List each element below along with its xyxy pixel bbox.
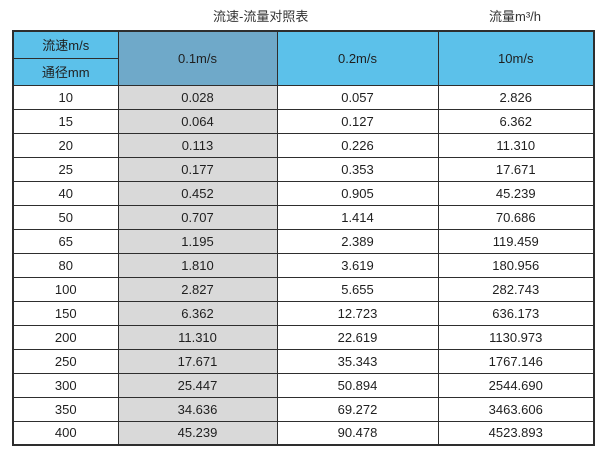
- flow-cell-0.2ms: 35.343: [276, 348, 439, 374]
- table-title: 流速-流量对照表: [213, 9, 309, 24]
- table-row: 25 0.177 0.353 17.671: [12, 156, 595, 182]
- flow-cell-0.2ms: 0.226: [276, 132, 439, 158]
- header-row-bottom: 通径mm: [12, 57, 594, 86]
- diameter-cell: 10: [12, 84, 119, 110]
- header-row-top: 流速m/s 0.1m/s 0.2m/s 10m/s: [12, 30, 595, 86]
- flow-cell-10ms: 45.239: [437, 180, 595, 206]
- table-row: 65 1.195 2.389 119.459: [12, 228, 595, 254]
- corner-diameter-label: 通径mm: [12, 57, 119, 86]
- flow-table-header: 流速m/s 0.1m/s 0.2m/s 10m/s 通径mm: [12, 30, 595, 86]
- flow-cell-10ms: 3463.606: [437, 396, 595, 422]
- flow-cell-0.1ms: 34.636: [117, 396, 278, 422]
- flow-cell-10ms: 1130.973: [437, 324, 595, 350]
- flow-cell-0.1ms: 0.028: [117, 84, 278, 110]
- diameter-cell: 65: [12, 228, 119, 254]
- diameter-cell: 250: [12, 348, 119, 374]
- flow-cell-0.2ms: 0.353: [276, 156, 439, 182]
- table-row: 80 1.810 3.619 180.956: [12, 252, 595, 278]
- flow-cell-0.1ms: 11.310: [117, 324, 278, 350]
- diameter-cell: 300: [12, 372, 119, 398]
- diameter-cell: 80: [12, 252, 119, 278]
- diameter-cell: 350: [12, 396, 119, 422]
- flow-rate-table: 流速m/s 0.1m/s 0.2m/s 10m/s 通径mm 10 0.028 …: [12, 30, 595, 446]
- table-row: 50 0.707 1.414 70.686: [12, 204, 595, 230]
- flow-cell-0.2ms: 0.905: [276, 180, 439, 206]
- flow-cell-0.2ms: 50.894: [276, 372, 439, 398]
- diameter-cell: 25: [12, 156, 119, 182]
- flow-cell-10ms: 6.362: [437, 108, 595, 134]
- column-header-0.1ms: 0.1m/s: [117, 30, 278, 86]
- flow-cell-0.2ms: 2.389: [276, 228, 439, 254]
- flow-cell-10ms: 282.743: [437, 276, 595, 302]
- flow-cell-0.1ms: 1.810: [117, 252, 278, 278]
- diameter-cell: 15: [12, 108, 119, 134]
- flow-cell-0.2ms: 0.127: [276, 108, 439, 134]
- flow-cell-0.2ms: 22.619: [276, 324, 439, 350]
- column-header-10ms: 10m/s: [437, 30, 595, 86]
- flow-cell-0.1ms: 0.177: [117, 156, 278, 182]
- flow-table-body: 10 0.028 0.057 2.826 15 0.064 0.127 6.36…: [12, 84, 595, 446]
- table-row: 350 34.636 69.272 3463.606: [12, 396, 595, 422]
- flow-cell-0.2ms: 0.057: [276, 84, 439, 110]
- flow-cell-0.1ms: 6.362: [117, 300, 278, 326]
- flow-cell-10ms: 2544.690: [437, 372, 595, 398]
- table-row: 20 0.113 0.226 11.310: [12, 132, 595, 158]
- table-row: 200 11.310 22.619 1130.973: [12, 324, 595, 350]
- table-row: 300 25.447 50.894 2544.690: [12, 372, 595, 398]
- flow-cell-0.1ms: 25.447: [117, 372, 278, 398]
- diameter-cell: 150: [12, 300, 119, 326]
- diameter-cell: 400: [12, 420, 119, 446]
- flow-cell-0.1ms: 17.671: [117, 348, 278, 374]
- flow-cell-0.2ms: 90.478: [276, 420, 439, 446]
- diameter-cell: 200: [12, 324, 119, 350]
- flow-cell-10ms: 1767.146: [437, 348, 595, 374]
- flow-cell-0.2ms: 69.272: [276, 396, 439, 422]
- table-row: 100 2.827 5.655 282.743: [12, 276, 595, 302]
- flow-cell-0.1ms: 0.707: [117, 204, 278, 230]
- corner-velocity-label: 流速m/s: [12, 30, 119, 59]
- diameter-cell: 100: [12, 276, 119, 302]
- flow-cell-10ms: 119.459: [437, 228, 595, 254]
- flow-cell-10ms: 4523.893: [437, 420, 595, 446]
- flow-cell-0.2ms: 12.723: [276, 300, 439, 326]
- flow-cell-0.2ms: 5.655: [276, 276, 439, 302]
- table-row: 250 17.671 35.343 1767.146: [12, 348, 595, 374]
- flow-cell-0.1ms: 45.239: [117, 420, 278, 446]
- flow-cell-0.1ms: 1.195: [117, 228, 278, 254]
- table-row: 150 6.362 12.723 636.173: [12, 300, 595, 326]
- column-header-0.2ms: 0.2m/s: [276, 30, 439, 86]
- flow-cell-0.1ms: 0.113: [117, 132, 278, 158]
- table-row: 40 0.452 0.905 45.239: [12, 180, 595, 206]
- flow-cell-0.2ms: 1.414: [276, 204, 439, 230]
- flow-cell-10ms: 17.671: [437, 156, 595, 182]
- flow-cell-0.1ms: 0.064: [117, 108, 278, 134]
- flow-cell-0.2ms: 3.619: [276, 252, 439, 278]
- page-header: 流速-流量对照表 流量m³/h: [0, 0, 600, 30]
- flow-cell-10ms: 2.826: [437, 84, 595, 110]
- flow-unit-label: 流量m³/h: [489, 9, 542, 24]
- flow-cell-0.1ms: 2.827: [117, 276, 278, 302]
- flow-cell-0.1ms: 0.452: [117, 180, 278, 206]
- diameter-cell: 50: [12, 204, 119, 230]
- flow-cell-10ms: 11.310: [437, 132, 595, 158]
- flow-cell-10ms: 180.956: [437, 252, 595, 278]
- diameter-cell: 20: [12, 132, 119, 158]
- table-row: 400 45.239 90.478 4523.893: [12, 420, 595, 446]
- flow-cell-10ms: 70.686: [437, 204, 595, 230]
- table-row: 15 0.064 0.127 6.362: [12, 108, 595, 134]
- flow-cell-10ms: 636.173: [437, 300, 595, 326]
- diameter-cell: 40: [12, 180, 119, 206]
- table-row: 10 0.028 0.057 2.826: [12, 84, 595, 110]
